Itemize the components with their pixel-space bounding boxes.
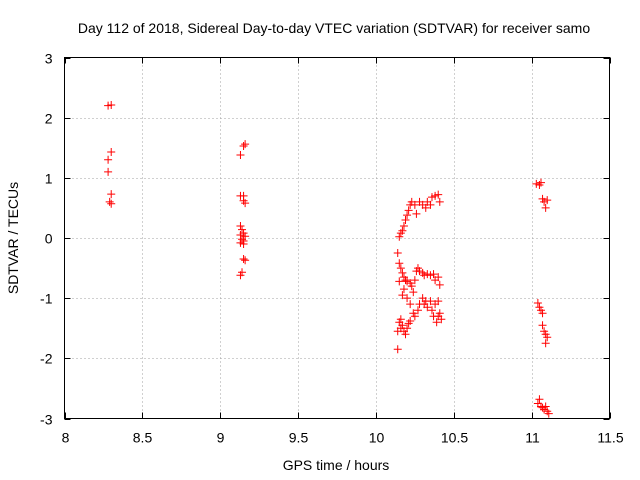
data-point (538, 309, 547, 318)
data-point (541, 339, 550, 348)
data-point (435, 280, 444, 289)
x-tick-label: 11.5 (597, 430, 623, 446)
x-tick-label: 9.5 (289, 430, 309, 446)
data-point (395, 232, 404, 241)
data-point (107, 199, 116, 208)
data-point (241, 199, 250, 208)
data-point (401, 330, 410, 339)
data-point (543, 333, 552, 342)
data-point (236, 221, 245, 230)
data-point (239, 141, 248, 150)
x-tick-label: 8 (62, 430, 70, 446)
y-tick-label: -1 (40, 291, 53, 307)
data-point (399, 221, 408, 230)
data-point (238, 235, 247, 244)
data-point (396, 264, 405, 273)
data-point (541, 203, 550, 212)
x-tick-label: 9 (217, 430, 225, 446)
data-point (395, 259, 404, 268)
data-point (404, 206, 413, 215)
y-axis-label: SDTVAR / TECUs (5, 182, 21, 294)
data-point (406, 317, 415, 326)
data-point (410, 312, 419, 321)
x-axis-label: GPS time / hours (283, 457, 390, 473)
data-point (410, 276, 419, 285)
data-point (434, 297, 443, 306)
data-point (107, 101, 116, 110)
data-point (236, 271, 245, 280)
data-point (426, 297, 435, 306)
plot-frame (64, 57, 610, 419)
data-point (239, 255, 248, 264)
y-tick-label: 2 (45, 111, 53, 127)
data-point (429, 270, 438, 279)
data-point (241, 256, 250, 265)
y-tick-label: 0 (45, 231, 53, 247)
y-tick-label: 1 (45, 171, 53, 187)
data-point (398, 226, 407, 235)
chart-title: Day 112 of 2018, Sidereal Day-to-day VTE… (78, 20, 590, 36)
data-point (398, 268, 407, 277)
data-point (239, 240, 248, 249)
x-tick-label: 10 (369, 430, 385, 446)
data-point (432, 318, 441, 327)
grid-lines (64, 57, 610, 419)
y-tick-label: 3 (45, 51, 53, 67)
x-tick-label: 11 (525, 430, 540, 446)
data-point (107, 190, 116, 199)
data-point (396, 315, 405, 324)
data-point (410, 200, 419, 209)
data-point (401, 276, 410, 285)
axis-ticks (64, 57, 611, 420)
data-point (544, 409, 553, 418)
data-points (104, 101, 553, 418)
x-tick-label: 10.5 (441, 430, 468, 446)
data-point (412, 209, 421, 218)
data-point (427, 306, 436, 315)
data-point (541, 402, 550, 411)
data-point (407, 282, 416, 291)
data-point (543, 196, 552, 205)
data-point (238, 225, 247, 234)
data-point (535, 395, 544, 404)
data-point (393, 345, 402, 354)
y-tick-labels: -3 -2 -1 0 1 2 3 (40, 51, 53, 428)
data-point (409, 288, 418, 297)
data-point (435, 197, 444, 206)
data-point (398, 291, 407, 300)
data-point (241, 140, 250, 149)
data-point (434, 190, 443, 199)
data-point (104, 167, 113, 176)
data-point (107, 147, 116, 156)
data-point (395, 277, 404, 286)
data-point (421, 203, 430, 212)
y-tick-label: -2 (40, 351, 53, 367)
data-point (538, 321, 547, 330)
data-point (426, 200, 435, 209)
data-point (393, 327, 402, 336)
data-point (423, 303, 432, 312)
data-point (536, 178, 545, 187)
data-point (403, 324, 412, 333)
data-point (413, 306, 422, 315)
data-point (401, 215, 410, 224)
data-point (434, 312, 443, 321)
x-tick-label: 8.5 (133, 430, 153, 446)
data-point (104, 155, 113, 164)
data-point (399, 285, 408, 294)
x-tick-labels: 8 8.5 9 9.5 10 10.5 11 11.5 (62, 430, 624, 446)
y-tick-label: -3 (40, 412, 53, 428)
data-point (393, 249, 402, 258)
data-point (236, 150, 245, 159)
data-point (533, 298, 542, 307)
data-point (403, 211, 412, 220)
data-point (105, 197, 114, 206)
data-point (403, 294, 412, 303)
data-point (398, 321, 407, 330)
data-point (434, 273, 443, 282)
data-point (406, 300, 415, 309)
